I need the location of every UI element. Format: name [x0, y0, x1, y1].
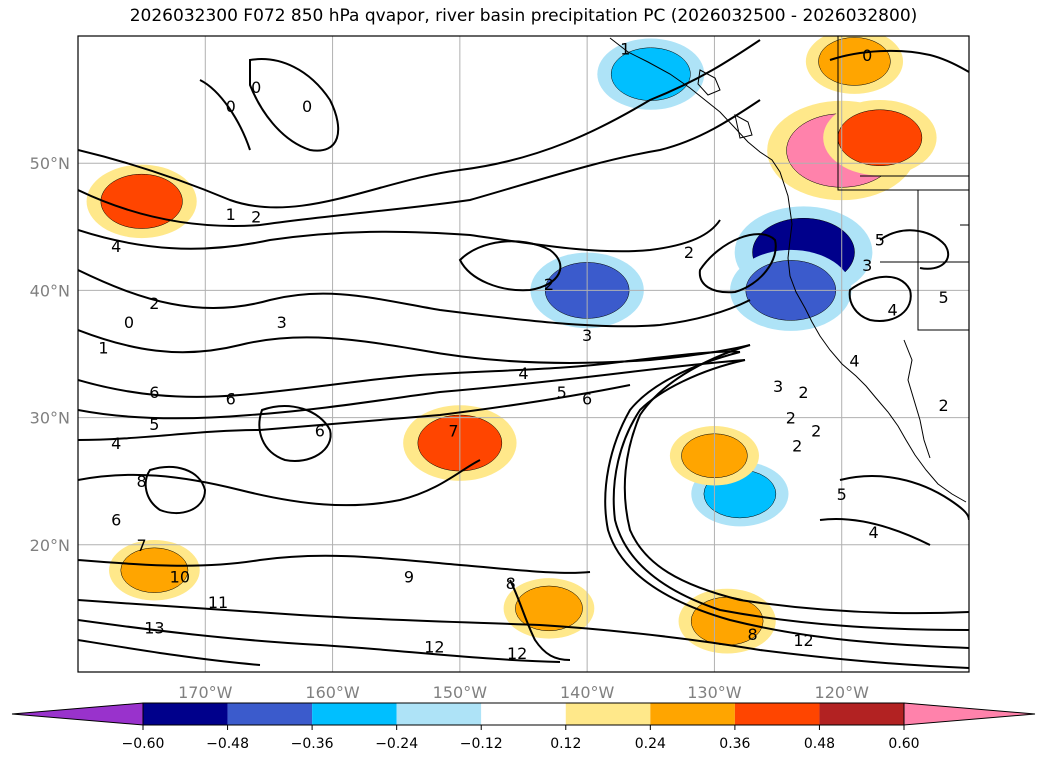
- contour-label: 3: [773, 377, 783, 396]
- x-tick-label: 170°W: [178, 683, 233, 702]
- qvapor-contours: [78, 39, 969, 669]
- contour-label: 5: [837, 485, 847, 504]
- x-tick-label: 150°W: [433, 683, 488, 702]
- contour-label: 11: [208, 593, 228, 612]
- shaded-region: [818, 37, 891, 86]
- contour-label: 2: [251, 208, 261, 227]
- contour-label: 10: [170, 568, 190, 587]
- colorbar-tick-label: −0.24: [375, 736, 418, 752]
- y-tick-label: 50°N: [30, 154, 70, 173]
- colorbar-segment: [227, 703, 313, 725]
- contour-label: 2: [938, 396, 948, 415]
- shaded-region: [100, 173, 183, 229]
- contour-label: 4: [111, 434, 121, 453]
- contour-label: 12: [424, 638, 444, 657]
- colorbar-tick-label: −0.36: [291, 736, 334, 752]
- contour-label: 0: [302, 97, 312, 116]
- contour-label: 2: [811, 421, 821, 440]
- contour-label: 2: [684, 243, 694, 262]
- colorbar-frame: [142, 702, 905, 726]
- contour-label: 5: [938, 288, 948, 307]
- contour-label: 8: [748, 625, 758, 644]
- contour-label: 2: [798, 383, 808, 402]
- contour-label: 0: [124, 313, 134, 332]
- shaded-region: [837, 109, 923, 167]
- colorbar-tick-label: 0.60: [888, 736, 919, 752]
- colorbar-segment: [650, 703, 735, 725]
- colorbar-tick-label: −0.60: [122, 736, 165, 752]
- contour-label: 6: [111, 510, 121, 529]
- colorbar: −0.60 −0.48 −0.36 −0.24 −0.12 0.12 0.24 0.36 0.4…: [11, 702, 1036, 752]
- contour-label: 13: [144, 618, 164, 637]
- colorbar-extend-min: [11, 702, 144, 726]
- contour-label: 6: [315, 421, 325, 440]
- contour-label: 2: [786, 409, 796, 428]
- colorbar-segment: [565, 703, 651, 725]
- contour-label: 1: [620, 40, 630, 59]
- chart-title: 2026032300 F072 850 hPa qvapor, river ba…: [129, 6, 918, 26]
- colorbar-tick-label: 0.36: [719, 736, 750, 752]
- x-tick-label: 160°W: [305, 683, 360, 702]
- contour-label: 8: [137, 472, 147, 491]
- y-tick-label: 20°N: [30, 536, 70, 555]
- contour-label: 4: [888, 300, 898, 319]
- colorbar-extend-max: [903, 702, 1036, 726]
- x-axis-ticks: 170°W 160°W 150°W 140°W 130°W 120°W: [178, 683, 869, 702]
- contour-label: 4: [849, 351, 859, 370]
- contour-label: 4: [111, 237, 121, 256]
- contour-label: 3: [582, 326, 592, 345]
- contour-label: 1: [98, 339, 108, 358]
- colorbar-segment: [481, 703, 566, 725]
- contour-label: 7: [137, 536, 147, 555]
- colorbar-segment: [819, 703, 904, 725]
- colorbar-tick-label: −0.48: [206, 736, 249, 752]
- y-tick-label: 40°N: [30, 281, 70, 300]
- contour-label: 2: [149, 294, 159, 313]
- contour-label: 2: [544, 275, 554, 294]
- shaded-region: [120, 547, 189, 593]
- colorbar-segment: [143, 703, 228, 725]
- contour-label: 6: [582, 390, 592, 409]
- colorbar-tick-label: −0.12: [460, 736, 503, 752]
- contour-label: 12: [793, 631, 813, 650]
- map-frame: [77, 35, 970, 673]
- contour-label: 6: [226, 390, 236, 409]
- contour-label: 5: [875, 231, 885, 250]
- contour-label: 0: [251, 78, 261, 97]
- colorbar-segment: [312, 703, 397, 725]
- contour-label: 6: [149, 383, 159, 402]
- contour-label: 8: [506, 574, 516, 593]
- contour-label: 5: [149, 415, 159, 434]
- colorbar-segment: [734, 703, 820, 725]
- contour-label: 0: [226, 97, 236, 116]
- contour-label: 9: [404, 568, 414, 587]
- contour-label: 0: [862, 46, 872, 65]
- shaded-region: [515, 585, 583, 632]
- x-tick-label: 120°W: [815, 683, 870, 702]
- contour-label: 3: [277, 313, 287, 332]
- colorbar-tick-label: 0.48: [804, 736, 835, 752]
- contour-label: 4: [868, 523, 878, 542]
- contour-label: 1: [226, 205, 236, 224]
- colorbar-segment: [396, 703, 482, 725]
- x-tick-label: 140°W: [560, 683, 615, 702]
- coastlines: [609, 36, 969, 503]
- colorbar-tick-label: 0.24: [635, 736, 666, 752]
- contour-label: 2: [792, 437, 802, 456]
- colorbar-tick-label: 0.12: [550, 736, 581, 752]
- contour-label: 5: [557, 383, 567, 402]
- contour-label: 12: [507, 644, 527, 663]
- y-axis-ticks: 20°N 30°N 40°N 50°N: [30, 154, 70, 555]
- y-tick-label: 30°N: [30, 409, 70, 428]
- contour-label: 3: [862, 256, 872, 275]
- contour-label: 4: [518, 364, 528, 383]
- x-tick-label: 130°W: [687, 683, 742, 702]
- contour-label: 7: [448, 421, 458, 440]
